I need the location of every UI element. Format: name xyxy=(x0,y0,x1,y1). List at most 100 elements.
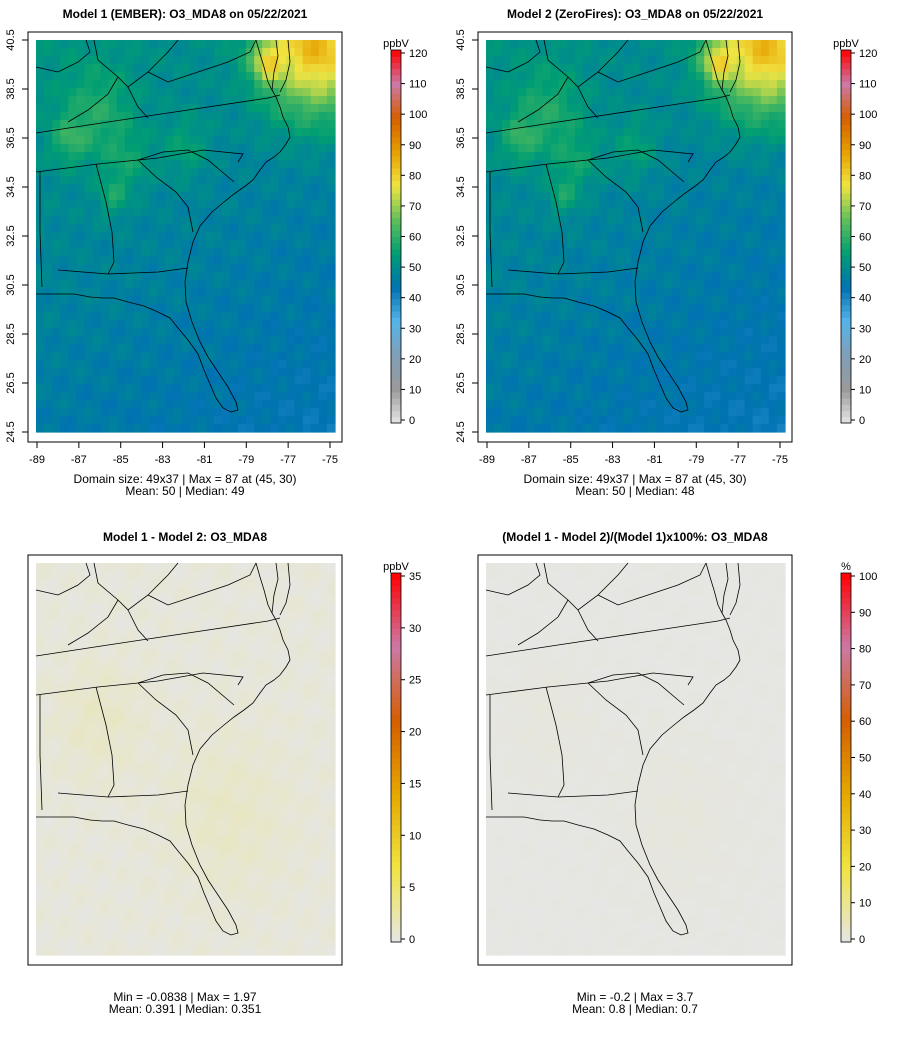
map-cell xyxy=(656,280,665,289)
map-cell xyxy=(149,635,158,644)
map-cell xyxy=(173,368,182,377)
map-cell xyxy=(165,120,174,129)
map-cell xyxy=(198,571,207,580)
map-cell xyxy=(696,232,705,241)
map-cell xyxy=(631,344,640,353)
map-cell xyxy=(486,144,495,153)
map-cell xyxy=(656,352,665,361)
map-cell xyxy=(311,416,320,425)
map-cell xyxy=(133,128,142,137)
map-cell xyxy=(117,563,126,572)
map-cell xyxy=(559,176,568,185)
map-cell xyxy=(278,723,287,732)
map-cell xyxy=(52,763,61,772)
map-cell xyxy=(664,328,673,337)
map-cell xyxy=(599,208,608,217)
map-cell xyxy=(222,344,231,353)
map-cell xyxy=(575,192,584,201)
colorbar-tick-label: 100 xyxy=(859,109,877,121)
map-cell xyxy=(287,296,296,305)
map-cell xyxy=(728,120,737,129)
map-cell xyxy=(254,771,263,780)
map-cell xyxy=(303,643,312,652)
map-cell xyxy=(198,424,207,433)
map-cell xyxy=(287,224,296,233)
map-cell xyxy=(510,208,519,217)
map-cell xyxy=(599,112,608,121)
map-cell xyxy=(680,88,689,97)
map-cell xyxy=(117,216,126,225)
map-cell xyxy=(149,112,158,121)
map-cell xyxy=(254,360,263,369)
map-cell xyxy=(761,72,770,81)
map-cell xyxy=(270,603,279,612)
map-cell xyxy=(246,643,255,652)
map-cell xyxy=(737,368,746,377)
map-cell xyxy=(222,104,231,113)
map-cell xyxy=(769,80,778,89)
map-cell xyxy=(278,352,287,361)
map-cell xyxy=(607,416,616,425)
map-cell xyxy=(165,619,174,628)
map-cell xyxy=(672,232,681,241)
map-cell xyxy=(238,256,247,265)
map-cell xyxy=(575,208,584,217)
map-cell xyxy=(165,368,174,377)
map-cell xyxy=(728,56,737,65)
map-cell xyxy=(133,587,142,596)
map-cell xyxy=(623,304,632,313)
colorbar-segment xyxy=(841,218,851,225)
map-cell xyxy=(149,755,158,764)
map-cell xyxy=(327,216,336,225)
map-cell xyxy=(712,192,721,201)
map-cell xyxy=(117,288,126,297)
map-cell xyxy=(222,384,231,393)
map-cell xyxy=(696,400,705,409)
map-cell xyxy=(704,304,713,313)
colorbar-segment xyxy=(391,187,401,194)
map-cell xyxy=(728,48,737,57)
map-cell xyxy=(36,280,45,289)
map-cell xyxy=(165,699,174,708)
map-cell xyxy=(76,312,85,321)
map-cell xyxy=(311,104,320,113)
colorbar-segment xyxy=(391,212,401,219)
map-cell xyxy=(287,192,296,201)
map-cell xyxy=(181,747,190,756)
map-cell xyxy=(109,352,118,361)
map-cell xyxy=(270,795,279,804)
map-cell xyxy=(238,120,247,129)
map-cell xyxy=(583,200,592,209)
map-cell xyxy=(769,264,778,273)
map-cell xyxy=(303,320,312,329)
map-cell xyxy=(238,376,247,385)
map-cell xyxy=(44,571,53,580)
map-cell xyxy=(303,184,312,193)
map-cell xyxy=(295,579,304,588)
colorbar-tick-label: 0 xyxy=(859,415,865,427)
map-cell xyxy=(157,208,166,217)
map-cell xyxy=(486,40,495,49)
colorbar-segment xyxy=(391,193,401,200)
map-cell xyxy=(327,595,336,604)
map-cell xyxy=(607,296,616,305)
map-cell xyxy=(157,392,166,401)
map-cell xyxy=(181,715,190,724)
map-cell xyxy=(704,224,713,233)
map-cell xyxy=(125,571,134,580)
map-cell xyxy=(206,224,215,233)
map-cell xyxy=(60,795,69,804)
map-cell xyxy=(295,48,304,57)
map-cell xyxy=(222,715,231,724)
map-cell xyxy=(278,312,287,321)
map-cell xyxy=(165,280,174,289)
map-cell xyxy=(672,424,681,433)
map-cell xyxy=(295,611,304,620)
map-cell xyxy=(222,152,231,161)
map-cell xyxy=(704,296,713,305)
map-cell xyxy=(149,619,158,628)
map-cell xyxy=(680,264,689,273)
map-cell xyxy=(133,192,142,201)
colorbar-segment xyxy=(841,379,851,386)
map-cell xyxy=(712,352,721,361)
